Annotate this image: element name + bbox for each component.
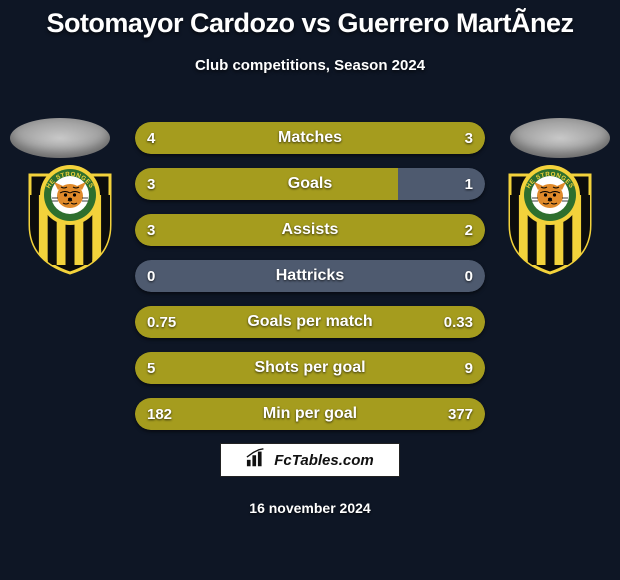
stat-row: 0.750.33Goals per match <box>135 306 485 338</box>
stat-bar-fill <box>135 214 485 246</box>
stat-row: 00Hattricks <box>135 260 485 292</box>
stat-bar-fill <box>135 352 485 384</box>
stat-row: 31Goals <box>135 168 485 200</box>
stat-bar-fill <box>135 398 485 430</box>
stats-bars: 43Matches31Goals32Assists00Hattricks0.75… <box>135 122 485 444</box>
stat-bar-bg <box>135 260 485 292</box>
page-title: Sotomayor Cardozo vs Guerrero MartÃ­nez <box>0 0 620 39</box>
stat-left-value: 3 <box>147 214 155 246</box>
stat-row: 182377Min per goal <box>135 398 485 430</box>
brand-badge: FcTables.com <box>220 443 400 477</box>
page-subtitle: Club competitions, Season 2024 <box>0 57 620 74</box>
stat-row: 43Matches <box>135 122 485 154</box>
stat-left-value: 182 <box>147 398 172 430</box>
stat-right-value: 0.33 <box>444 306 473 338</box>
stat-right-value: 377 <box>448 398 473 430</box>
stat-row: 32Assists <box>135 214 485 246</box>
stat-bar-fill <box>135 122 485 154</box>
stat-left-value: 0 <box>147 260 155 292</box>
stat-right-value: 2 <box>465 214 473 246</box>
stat-right-value: 0 <box>465 260 473 292</box>
stat-bar-fill <box>135 168 398 200</box>
club-crest-right: HE STRONGES <box>500 165 600 275</box>
stat-bar-fill <box>135 306 485 338</box>
stat-left-value: 0.75 <box>147 306 176 338</box>
stat-left-value: 4 <box>147 122 155 154</box>
stat-left-value: 5 <box>147 352 155 384</box>
player-avatar-left <box>10 118 110 158</box>
date-text: 16 november 2024 <box>0 500 620 516</box>
stat-right-value: 9 <box>465 352 473 384</box>
brand-text: FcTables.com <box>274 452 373 469</box>
club-crest-left: HE STRONGES <box>20 165 120 275</box>
stat-left-value: 3 <box>147 168 155 200</box>
player-avatar-right <box>510 118 610 158</box>
chart-icon <box>246 448 268 472</box>
stat-row: 59Shots per goal <box>135 352 485 384</box>
stat-right-value: 3 <box>465 122 473 154</box>
stat-right-value: 1 <box>465 168 473 200</box>
